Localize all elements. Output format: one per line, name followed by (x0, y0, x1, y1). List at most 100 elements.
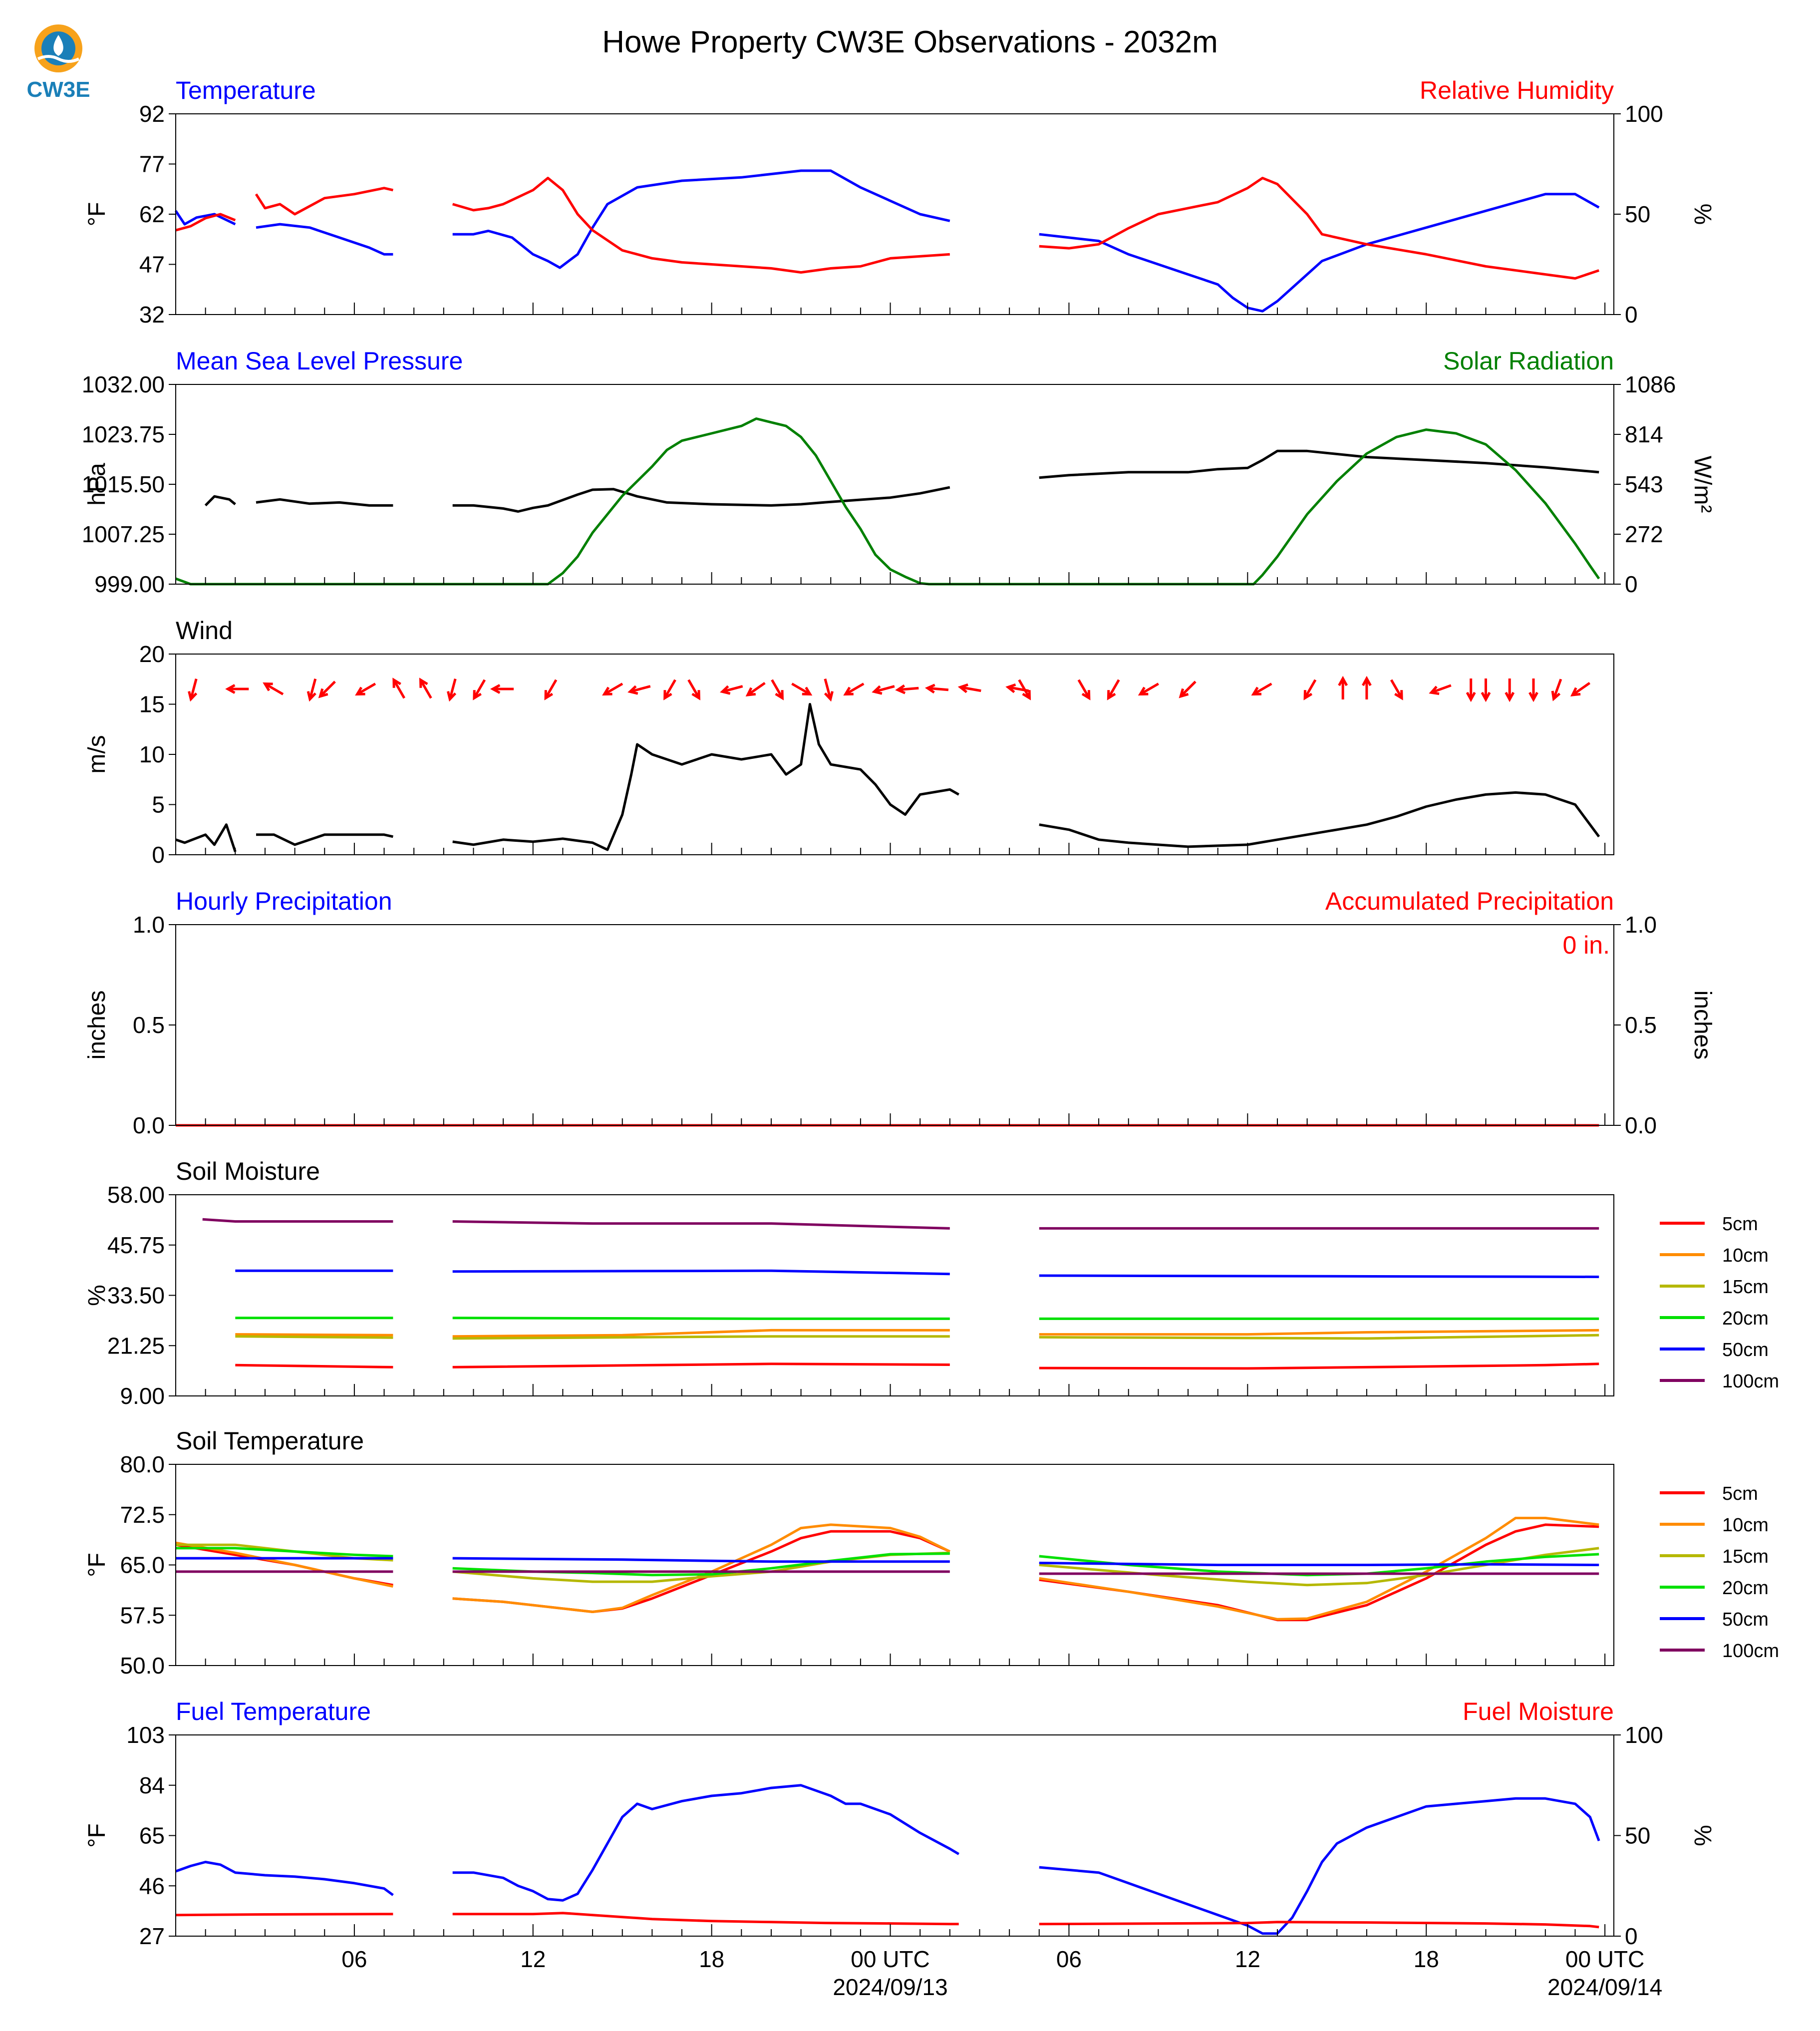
wind-arrow (843, 682, 865, 696)
panel-soil_moisture: Soil Moisture 9.00 21.25 33.50 45.75 58.00% 5c… (84, 1157, 1779, 1409)
series-line-0 (204, 449, 1599, 513)
y-axis-label-right: % (1689, 1825, 1716, 1846)
y-tick-label: 5 (152, 792, 165, 818)
wind-arrow (1570, 681, 1591, 696)
y-tick-label: 1.0 (133, 912, 165, 938)
wind-arrow (419, 677, 432, 699)
wind-arrow (225, 684, 249, 694)
series-line-100cm (202, 1218, 1599, 1230)
y-tick-label: 92 (139, 101, 165, 127)
panel-title-right: Accumulated Precipitation (1325, 887, 1614, 915)
y-tick-label: 21.25 (107, 1333, 165, 1358)
legend-entry: 5cm (1722, 1214, 1758, 1235)
wind-arrow (1390, 679, 1403, 700)
panel-title-left: Soil Temperature (176, 1427, 364, 1455)
logo-wave-icon (37, 55, 80, 63)
y-tick-label: 57.5 (120, 1602, 165, 1628)
wind-arrow (1362, 676, 1372, 699)
series-line-0 (175, 703, 1600, 852)
panel-title-right: Relative Humidity (1420, 76, 1614, 104)
wind-arrow (490, 684, 514, 694)
legend-entry: 20cm (1722, 1308, 1769, 1329)
panel-frame (175, 113, 1614, 315)
wind-arrow (824, 678, 834, 702)
y-tick-label-right: 1.0 (1625, 912, 1657, 938)
wind-arrow (306, 678, 317, 702)
panel-soil_temp: Soil Temperature 50.0 57.5 65.0 72.5 80.0 °F 5c… (84, 1427, 1779, 1679)
wind-arrow (1429, 684, 1452, 695)
wind-arrow (1505, 678, 1515, 702)
y-tick-label: 1023.75 (82, 421, 165, 447)
y-tick-label: 1007.25 (82, 521, 165, 547)
y-tick-label-right: 50 (1625, 201, 1650, 227)
y-tick-label: 65 (139, 1823, 165, 1849)
legend: 5cm 10cm 15cm 20cm 50cm 100cm (1660, 1483, 1779, 1662)
accumulated-total-label: 0 in. (1562, 931, 1610, 959)
panel-frame (175, 654, 1614, 855)
cw3e-logo: CW3E (26, 24, 90, 102)
panel-title-left: Wind (176, 617, 233, 645)
y-tick-label: 0 (152, 842, 165, 868)
wind-arrow (771, 679, 784, 700)
panel-frame (175, 1734, 1614, 1937)
y-tick-label: 103 (126, 1722, 165, 1748)
wind-arrow (1338, 676, 1348, 699)
wind-arrow (1528, 678, 1538, 702)
legend-entry: 10cm (1722, 1515, 1769, 1536)
series-line-50cm (176, 1557, 1599, 1566)
x-date-label-1: 2024/09/13 (833, 1974, 947, 2000)
wind-arrow (1179, 680, 1197, 698)
logo-text: CW3E (26, 77, 90, 102)
figure-title: Howe Property CW3E Observations - 2032m (602, 25, 1218, 59)
wind-arrow (392, 677, 406, 699)
y-tick-label-right: 50 (1625, 1823, 1650, 1849)
y-tick-label: 47 (139, 252, 165, 278)
wind-arrow (602, 682, 623, 696)
series-line-5cm (235, 1362, 1599, 1370)
y-tick-label: 80.0 (120, 1451, 165, 1477)
x-tick-label: 00 UTC (1565, 1946, 1644, 1972)
legend-entry: 10cm (1722, 1245, 1769, 1266)
y-tick-label-right: 543 (1625, 471, 1663, 497)
series-line-100cm (176, 1570, 1599, 1575)
series-line-10cm (235, 1329, 1599, 1338)
legend-entry: 50cm (1722, 1340, 1769, 1360)
series-line-20cm (235, 1317, 1599, 1320)
y-axis-label-right: % (1689, 204, 1716, 225)
y-tick-label: 46 (139, 1873, 165, 1899)
y-tick-label: 0.0 (133, 1112, 165, 1138)
panel-title-right: Fuel Moisture (1463, 1697, 1614, 1725)
y-tick-label: 58.00 (107, 1182, 165, 1208)
wind-arrow (1251, 682, 1272, 696)
x-tick-label: 18 (1414, 1946, 1439, 1972)
panels: Temperature Relative Humidity 32 47 62 77 92 0 5… (82, 76, 1779, 1949)
x-tick-label: 00 UTC (851, 1946, 929, 1972)
wind-arrow (318, 680, 336, 698)
y-tick-label-right: 0.0 (1625, 1112, 1657, 1138)
wind-arrow (473, 679, 486, 700)
wind-arrow (924, 683, 949, 694)
x-tick-label: 12 (520, 1946, 546, 1972)
wind-arrow (1107, 679, 1120, 700)
series-line-15cm (235, 1334, 1599, 1340)
wind-arrow (663, 679, 676, 700)
panel-pressure_solar: Mean Sea Level Pressure Solar Radiation 99… (82, 347, 1716, 597)
x-date-label-2: 2024/09/14 (1547, 1974, 1662, 2000)
y-axis-label-right: inches (1689, 991, 1716, 1060)
y-tick-label-right: 814 (1625, 421, 1663, 447)
wind-arrow (1138, 682, 1159, 696)
x-tick-label: 06 (341, 1946, 367, 1972)
wind-arrow (687, 679, 701, 700)
wind-arrow (1303, 679, 1317, 700)
y-tick-label-right: 100 (1625, 1722, 1663, 1748)
y-tick-label: 999.00 (94, 571, 165, 597)
y-tick-label: 45.75 (107, 1232, 165, 1258)
y-axis-label: inches (84, 991, 110, 1060)
y-tick-label: 20 (139, 641, 165, 667)
y-axis-label: % (84, 1285, 110, 1306)
panel-temp_rh: Temperature Relative Humidity 32 47 62 77 92 0 5… (84, 76, 1716, 328)
wind-arrow (1481, 678, 1491, 702)
legend-entry: 5cm (1722, 1483, 1758, 1504)
y-tick-label: 62 (139, 201, 165, 227)
y-tick-label-right: 0 (1625, 571, 1638, 597)
